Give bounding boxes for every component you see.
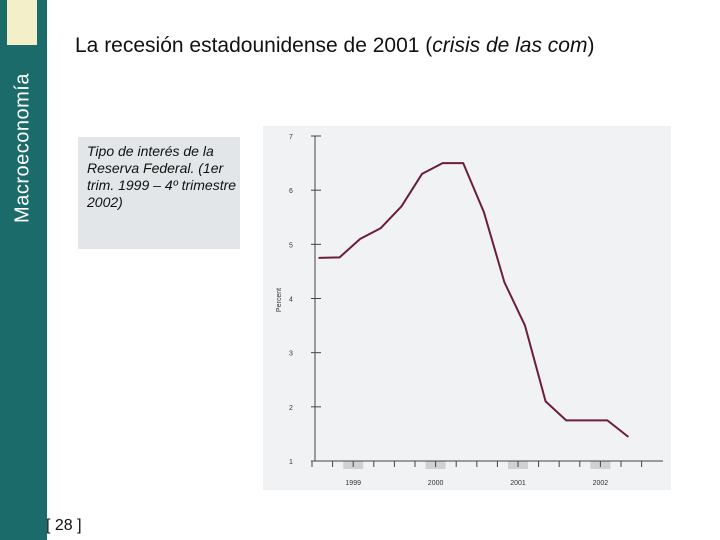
data-point (565, 419, 567, 422)
sidebar-accent (7, 0, 37, 45)
interest-rate-chart: 1 2 3 4 5 6 7 1999 2000 2001 2002 Percent (276, 134, 663, 487)
y-tick-label: 3 (289, 351, 293, 358)
interest-rate-line (318, 162, 629, 438)
data-point (544, 400, 547, 403)
y-tick-label: 2 (289, 405, 293, 412)
y-tick-label: 1 (289, 459, 293, 466)
data-point (524, 324, 526, 327)
slide-title-end: ) (587, 34, 595, 57)
caption-box (78, 137, 240, 249)
x-tick-label: 1999 (345, 480, 361, 487)
data-point (586, 419, 588, 422)
data-point (421, 173, 423, 175)
data-point (380, 227, 382, 229)
slide-title: La recesión estadounidense de 2001 (cris… (75, 34, 594, 58)
chart-caption: Tipo de interés de la Reserva Federal. (… (87, 143, 237, 210)
data-point (483, 211, 485, 213)
y-tick-label: 7 (289, 134, 293, 141)
data-point (606, 419, 609, 422)
y-tick-label: 4 (289, 297, 293, 304)
y-tick-label: 5 (289, 242, 293, 249)
y-axis-label: Percent (276, 288, 283, 312)
x-tick-label: 2001 (510, 480, 526, 487)
slide-title-italic: crisis de las com (432, 34, 588, 57)
data-point (441, 162, 444, 164)
data-point (318, 257, 320, 259)
y-tick-label: 6 (289, 188, 293, 195)
slide-title-main: La recesión estadounidense de 2001 ( (75, 34, 433, 57)
data-point (338, 256, 341, 259)
data-point (400, 205, 403, 208)
data-point (359, 238, 361, 240)
data-point (462, 162, 464, 164)
chart-panel (263, 126, 671, 490)
data-point (503, 281, 506, 284)
data-point (627, 435, 629, 438)
x-tick-label: 2000 (428, 480, 444, 487)
x-tick-label: 2002 (593, 480, 609, 487)
sidebar: Macroeconomía (0, 0, 47, 540)
page-number: [ 28 ] (46, 517, 82, 534)
sidebar-title: Macroeconomía (11, 73, 34, 223)
